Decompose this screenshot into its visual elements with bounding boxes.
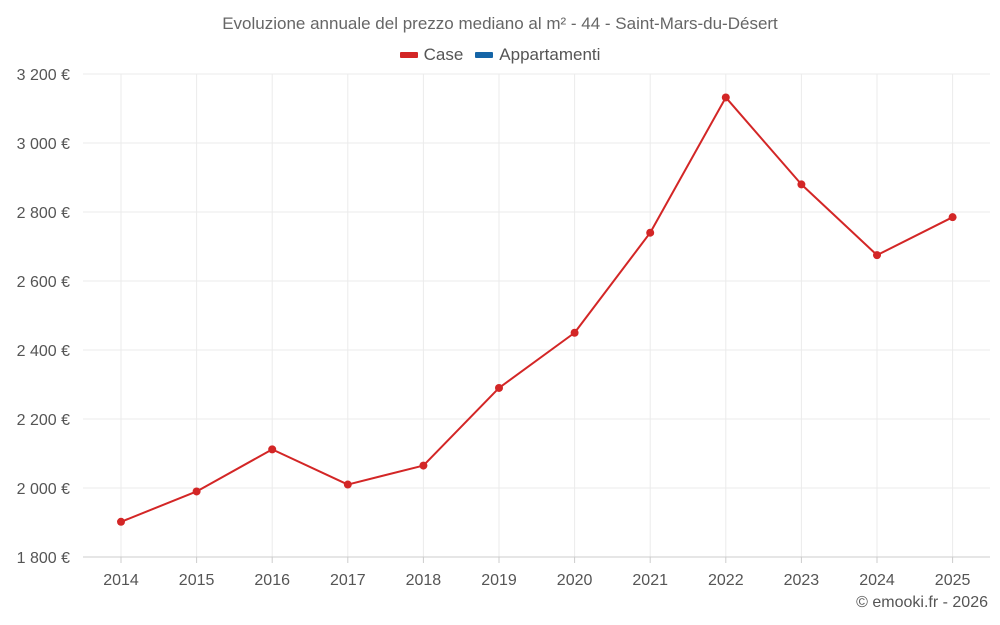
legend: Case Appartamenti: [0, 45, 1000, 65]
data-point: [721, 93, 730, 102]
legend-label-case: Case: [423, 45, 464, 64]
x-tick-label: 2015: [179, 572, 215, 589]
x-tick-label: 2024: [859, 572, 895, 589]
x-tick-label: 2023: [784, 572, 820, 589]
legend-item-appartamenti[interactable]: Appartamenti: [475, 45, 600, 65]
data-point: [570, 328, 579, 337]
data-point: [948, 213, 957, 222]
y-tick-label: 2 600 €: [17, 274, 70, 291]
chart-title: Evoluzione annuale del prezzo mediano al…: [222, 14, 778, 33]
data-point: [268, 445, 277, 454]
legend-item-case[interactable]: Case: [399, 45, 464, 65]
y-tick-label: 3 200 €: [17, 67, 70, 84]
x-tick-label: 2022: [708, 572, 744, 589]
legend-swatch-case: [399, 52, 418, 58]
x-tick-label: 2016: [254, 572, 290, 589]
y-tick-label: 2 000 €: [17, 481, 70, 498]
y-tick-label: 1 800 €: [17, 550, 70, 567]
y-tick-label: 2 400 €: [17, 343, 70, 360]
data-point: [117, 517, 125, 526]
y-tick-label: 2 200 €: [17, 412, 70, 429]
x-tick-label: 2021: [632, 572, 668, 589]
x-tick-label: 2019: [481, 572, 517, 589]
data-point: [495, 383, 503, 392]
y-tick-label: 3 000 €: [17, 136, 70, 153]
data-point: [419, 461, 428, 470]
data-point: [873, 251, 881, 260]
x-tick-label: 2025: [935, 572, 971, 589]
x-tick-label: 2014: [103, 572, 139, 589]
legend-label-appartamenti: Appartamenti: [499, 45, 601, 64]
x-tick-label: 2017: [330, 572, 366, 589]
data-point: [192, 487, 201, 496]
series-line-case: [120, 96, 954, 523]
data-point: [343, 480, 352, 489]
legend-swatch-appartamenti: [475, 52, 494, 58]
x-tick-label: 2020: [557, 572, 593, 589]
x-tick-label: 2018: [406, 572, 442, 589]
credit-text: © emooki.fr - 2026: [856, 594, 988, 611]
data-point: [646, 228, 655, 237]
y-tick-label: 2 800 €: [17, 205, 70, 222]
data-point: [797, 180, 806, 189]
